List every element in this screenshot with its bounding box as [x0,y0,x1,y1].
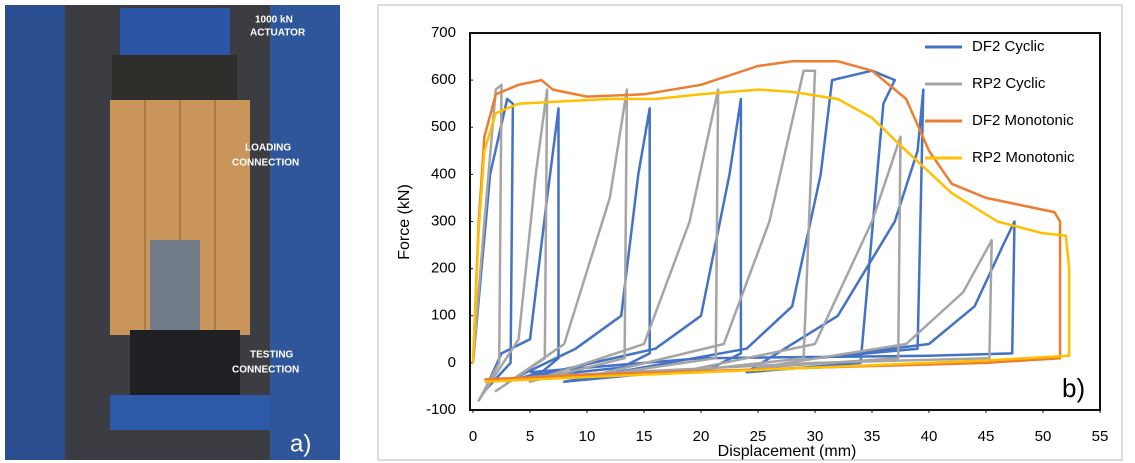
y-tick-label: 600 [431,71,456,88]
base-beam [110,395,270,430]
x-tick-label: 0 [469,428,477,445]
photo-label: ACTUATOR [250,28,306,39]
panel-label: b) [1062,373,1085,403]
x-tick-label: 25 [750,428,767,445]
legend-label: DF2 Cyclic [972,38,1045,55]
legend-label: RP2 Cyclic [972,75,1046,92]
x-tick-label: 5 [526,428,534,445]
series-line [471,88,1071,383]
series-line [471,60,1062,381]
y-tick-label: 400 [431,165,456,182]
x-tick-label: 45 [978,428,995,445]
x-tick-label: 50 [1035,428,1052,445]
panel-border [377,4,1123,461]
x-tick-label: 40 [921,428,938,445]
y-tick-label: 700 [431,24,456,41]
y-tick-label: -100 [426,401,456,418]
photo: 1000 kN ACTUATOR LOADING CONNECTION TEST… [5,5,340,460]
loading-plate [112,55,237,107]
x-axis-title: Displacement (mm) [718,443,857,460]
photo-label: LOADING [245,143,291,154]
x-tick-label: 10 [579,428,596,445]
y-tick-label: 100 [431,307,456,324]
x-tick-label: 20 [693,428,710,445]
panel-label: a) [290,430,311,457]
y-tick-label: 200 [431,260,456,277]
y-tick-label: 300 [431,212,456,229]
x-tick-label: 35 [864,428,881,445]
x-tick-label: 15 [636,428,653,445]
column [5,5,65,460]
photo-label: TESTING [250,350,294,361]
x-tick-label: 55 [1092,428,1109,445]
y-axis-title: Force (kN) [396,184,413,260]
x-tick-label: 30 [807,428,824,445]
column [270,5,340,460]
photo-label: 1000 kN [255,15,293,26]
y-tick-label: 0 [448,354,456,371]
legend-label: DF2 Monotonic [972,112,1074,129]
legend-label: RP2 Monotonic [972,149,1075,166]
series-line [471,69,1016,393]
base [130,330,240,400]
series-line [471,69,993,402]
actuator [120,8,230,58]
y-tick-label: 500 [431,118,456,135]
photo-label: CONNECTION [232,158,299,169]
photo-label: CONNECTION [232,365,299,376]
